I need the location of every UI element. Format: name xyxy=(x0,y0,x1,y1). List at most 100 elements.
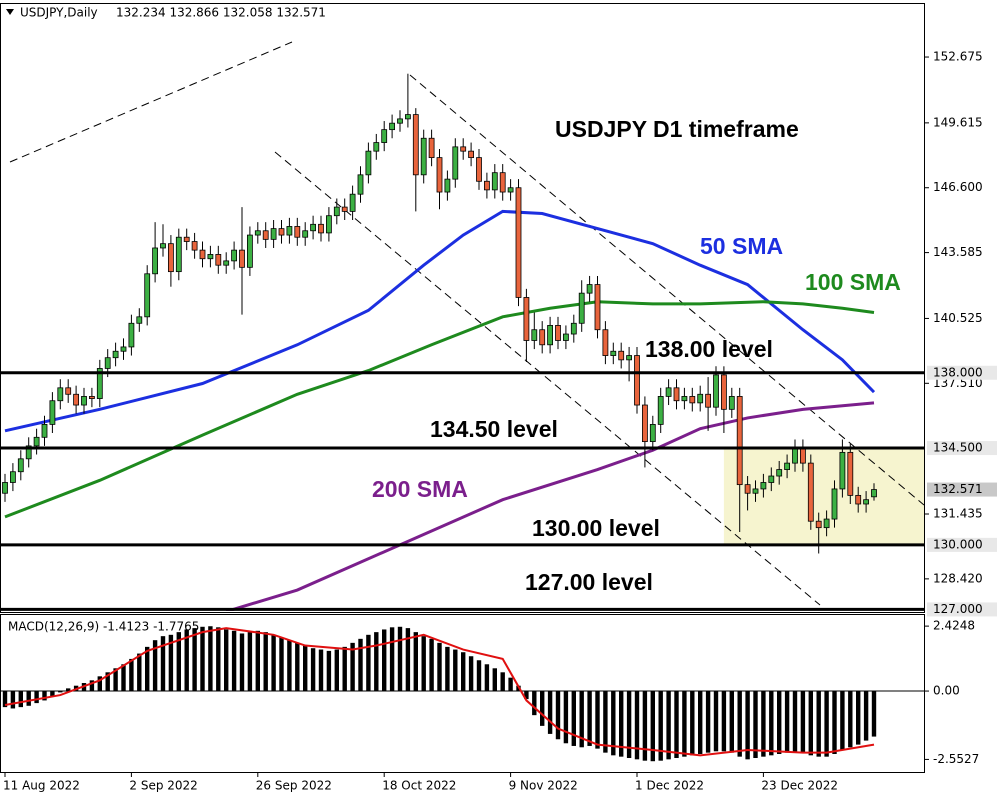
level-tag-label: 127.000 xyxy=(933,602,983,616)
candle-body xyxy=(807,462,814,522)
macd-pane xyxy=(1,626,924,762)
macd-bar xyxy=(611,691,616,756)
candle-body xyxy=(254,230,261,236)
candle-body xyxy=(41,423,48,438)
range-zone xyxy=(723,448,925,545)
macd-bar xyxy=(737,691,742,757)
candle-body xyxy=(570,322,577,335)
macd-bar xyxy=(137,653,142,692)
candle-body xyxy=(602,329,609,356)
candle-body xyxy=(412,114,419,176)
macd-bar xyxy=(571,691,576,746)
candle-body xyxy=(325,215,332,234)
macd-bar xyxy=(303,645,308,692)
candle-body xyxy=(499,172,506,193)
candle-body xyxy=(215,254,222,266)
trendline xyxy=(274,151,821,606)
macd-bar xyxy=(674,691,679,759)
macd-bar xyxy=(295,642,300,692)
macd-bar xyxy=(34,691,39,704)
level-label: 134.50 level xyxy=(430,416,558,442)
candle-body xyxy=(357,174,364,195)
level-tag-label: 130.000 xyxy=(933,537,983,551)
candle-body xyxy=(468,150,475,159)
sma-line xyxy=(4,209,876,433)
macd-bar xyxy=(247,632,253,692)
candle-body xyxy=(175,236,182,273)
candle-body xyxy=(167,243,174,273)
candle-body xyxy=(760,482,767,490)
macd-bar xyxy=(682,691,687,757)
y-tick-label: 152.675 xyxy=(933,50,983,64)
macd-bar xyxy=(492,668,497,692)
macd-bar xyxy=(342,646,347,692)
candle-body xyxy=(444,178,451,193)
candle-body xyxy=(634,355,640,406)
macd-bar xyxy=(579,691,584,748)
symbol-title: USDJPY,Daily xyxy=(20,6,98,20)
candle-body xyxy=(657,396,664,425)
macd-bar xyxy=(113,668,118,692)
candle-body xyxy=(270,228,277,240)
candle-body xyxy=(310,223,317,232)
candle-body xyxy=(618,350,625,361)
macd-bar xyxy=(152,640,158,692)
candle-body xyxy=(800,447,806,464)
macd-bar xyxy=(437,642,442,692)
macd-bar xyxy=(532,691,537,716)
macd-bar xyxy=(208,626,213,692)
y-tick-label: 2.4248 xyxy=(933,619,975,633)
signal-line xyxy=(4,627,875,757)
candle-body xyxy=(262,230,269,240)
candle-body xyxy=(752,488,759,494)
macd-bar xyxy=(547,691,553,734)
macd-bar xyxy=(587,691,592,746)
candle-body xyxy=(365,150,372,176)
x-tick-label: 9 Nov 2022 xyxy=(509,779,578,793)
candle-body xyxy=(436,157,443,193)
candle-body xyxy=(697,393,704,404)
candle-body xyxy=(404,114,411,120)
candle-body xyxy=(199,249,206,260)
candle-body xyxy=(96,368,103,399)
macd-bar xyxy=(310,648,316,692)
candle-body xyxy=(160,243,166,249)
macd-bar xyxy=(658,691,663,761)
candle-body xyxy=(17,458,24,473)
candle-body xyxy=(33,436,40,447)
macd-bar xyxy=(350,642,355,692)
candle-body xyxy=(333,206,340,217)
level-tag xyxy=(927,537,997,552)
macd-bar xyxy=(279,637,284,692)
y-tick-label: 149.615 xyxy=(933,115,983,129)
candle-body xyxy=(2,482,8,494)
candle-body xyxy=(120,346,127,352)
macd-bar xyxy=(121,664,126,692)
candle-body xyxy=(278,228,285,236)
level-label: 130.00 level xyxy=(532,515,660,541)
macd-bar xyxy=(429,638,434,692)
macd-bar xyxy=(160,636,166,692)
candle-body xyxy=(420,137,427,176)
level-label: 127.00 level xyxy=(525,569,653,595)
macd-bar xyxy=(848,691,853,748)
macd-bar xyxy=(856,691,861,745)
menu-arrow[interactable] xyxy=(6,9,14,15)
candle-body xyxy=(302,230,309,238)
macd-bar xyxy=(626,691,632,759)
candle-body xyxy=(728,396,735,410)
candle-body xyxy=(231,249,238,262)
candle-body xyxy=(744,484,751,494)
macd-bar xyxy=(800,691,806,753)
macd-bar xyxy=(729,691,734,753)
x-tick-label: 18 Oct 2022 xyxy=(382,779,456,793)
macd-bar xyxy=(239,633,245,692)
macd-bar xyxy=(271,634,276,692)
candle-body xyxy=(491,172,498,191)
macd-bar xyxy=(808,691,813,756)
macd-bar xyxy=(524,691,529,700)
macd-bar xyxy=(413,632,418,692)
macd-bar xyxy=(484,664,490,692)
price-tag-label: 132.571 xyxy=(933,482,983,496)
